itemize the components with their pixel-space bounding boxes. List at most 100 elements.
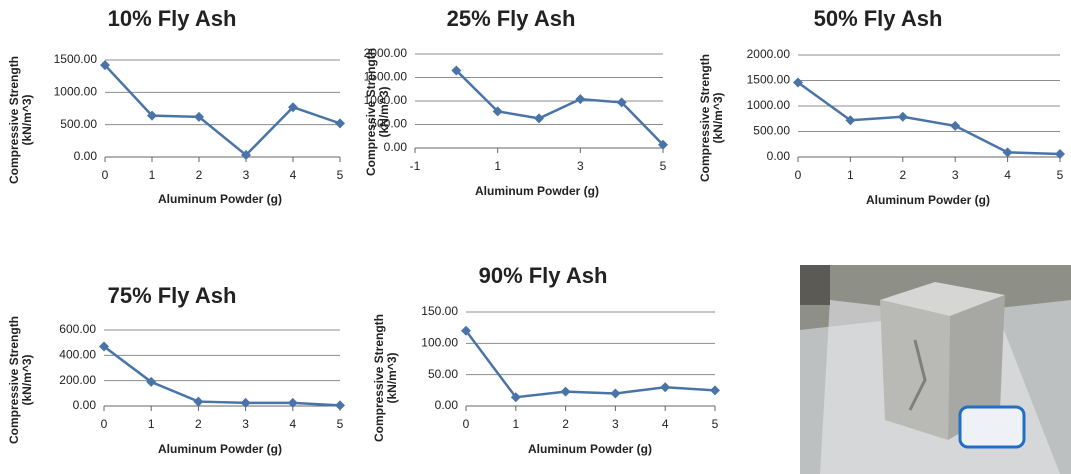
y-tick-label: 500.00 [370,117,407,131]
cube-front [880,300,950,440]
photo [800,265,1071,474]
y-tick-label: 2000.00 [747,47,791,61]
data-point [335,118,345,129]
data-point [560,386,571,397]
x-tick-label: 5 [337,168,344,182]
data-point [194,111,204,122]
x-tick-label: 4 [662,417,669,431]
y-axis-label: Compressive Strength [7,316,21,444]
y-tick-label: 0.00 [73,398,97,412]
y-tick-label: 200.00 [59,373,96,387]
y-tick-label: 1000.00 [747,98,791,112]
data-point [793,77,803,88]
data-point [616,97,627,108]
series-line [104,64,341,157]
data-point [287,397,298,408]
x-tick-label: 0 [101,417,108,431]
y-tick-label: 100.00 [421,336,458,350]
chart-panel: 25% Fly Ash 0.00 500.00 1000.00 1500.00 2000.… [364,6,668,198]
data-point [658,139,668,150]
y-tick-label: 1500.00 [747,73,791,87]
series-line [455,69,664,146]
data-point [660,382,671,393]
data-point [710,385,720,396]
series-line [464,330,716,399]
data-point [1055,148,1065,159]
y-tick-label: 0.00 [74,149,98,163]
y-axis-label: Compressive Strength [364,48,378,176]
x-tick-label: 3 [612,417,619,431]
y-axis-label: (kN/m^3) [20,94,34,145]
data-point [575,94,586,105]
y-axis-label: Compressive Strength [698,54,712,182]
data-point [146,376,157,387]
x-tick-label: 3 [243,168,250,182]
data-point [510,392,521,403]
y-tick-label: 1500.00 [364,70,408,84]
y-tick-label: 150.00 [421,304,458,318]
data-point [241,150,251,161]
x-tick-label: 0 [463,417,470,431]
data-point [845,115,856,126]
chart-title: 90% Fly Ash [479,263,608,288]
x-tick-label: -1 [410,159,421,173]
chart-title: 10% Fly Ash [108,6,237,31]
data-point [335,400,345,411]
x-axis-label: Aluminum Powder (g) [528,442,652,456]
chart-title: 75% Fly Ash [108,283,237,308]
data-point [193,396,204,407]
data-point [240,397,251,408]
y-axis-label: (kN/m^3) [385,352,399,403]
y-axis-label: (kN/m^3) [20,354,34,405]
x-tick-label: 3 [952,168,959,182]
x-tick-label: 2 [195,417,202,431]
series-line [797,81,1061,156]
cube-crack [908,339,927,411]
y-tick-label: 500.00 [753,124,790,138]
y-axis-label: Compressive Strength [7,56,21,184]
chart-panel: 10% Fly Ash 0.00 500.00 1000.00 1500.00 0 1 2 3 4… [7,6,345,206]
chart-panel: 50% Fly Ash 0.00 500.00 1000.00 1500.00 2000.… [698,6,1065,207]
x-tick-label: 2 [196,168,203,182]
y-tick-label: 1500.00 [54,52,98,66]
x-tick-label: 4 [289,417,296,431]
data-point [461,325,471,336]
x-tick-label: 1 [148,417,155,431]
y-tick-label: 2000.00 [364,46,408,60]
y-tick-label: 0.00 [767,149,791,163]
y-tick-label: 1000.00 [364,93,408,107]
y-tick-label: 0.00 [384,140,408,154]
chart-title: 50% Fly Ash [814,6,943,31]
x-tick-label: 4 [1004,168,1011,182]
chart-panel: 75% Fly Ash 0.00 200.00 400.00 600.00 0 1 2 3 4 5 A… [7,283,345,456]
data-point [492,106,503,117]
x-tick-label: 4 [290,168,297,182]
chart-title: 25% Fly Ash [447,6,576,31]
data-point [950,120,961,131]
y-tick-label: 1000.00 [54,85,98,99]
x-tick-label: 5 [337,417,344,431]
x-tick-label: 1 [149,168,156,182]
data-point [147,110,157,121]
y-tick-label: 600.00 [59,322,96,336]
data-point [288,102,298,113]
x-axis-label: Aluminum Powder (g) [866,193,990,207]
x-tick-label: 2 [562,417,569,431]
chart-panel: 90% Fly Ash 0.00 50.00 100.00 150.00 0 1 2 3 4 5 Al… [372,263,720,456]
label-tag [958,405,1026,449]
data-point [99,341,109,352]
x-tick-label: 1 [847,168,854,182]
x-tick-label: 1 [494,159,501,173]
cube-top [880,282,1005,316]
y-tick-label: 500.00 [60,117,97,131]
x-tick-label: 1 [512,417,519,431]
x-tick-label: 3 [577,159,584,173]
x-tick-label: 5 [1057,168,1064,182]
photo-corner [800,265,830,305]
x-tick-label: 2 [899,168,906,182]
series-line [103,345,341,407]
x-axis-label: Aluminum Powder (g) [158,442,282,456]
data-point [451,65,462,76]
x-tick-label: 5 [712,417,719,431]
